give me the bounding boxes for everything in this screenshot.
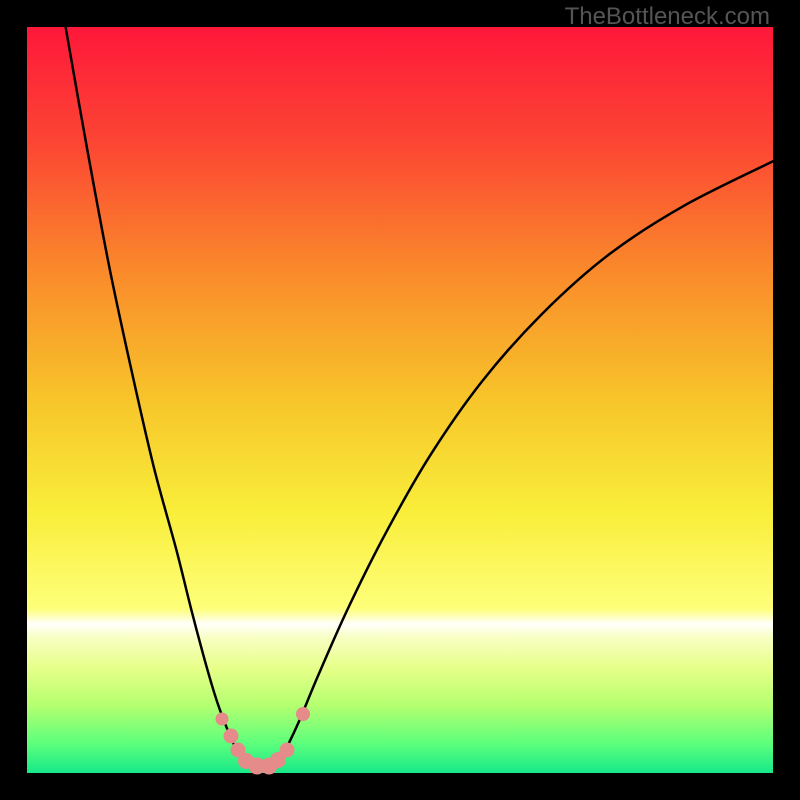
marker-dot: [296, 707, 310, 721]
chart-frame: TheBottleneck.com: [0, 0, 800, 800]
marker-dot: [279, 742, 294, 757]
v-curve: [27, 27, 773, 773]
plot-area: [27, 27, 773, 773]
watermark-text: TheBottleneck.com: [565, 3, 770, 31]
curve-path: [64, 20, 773, 769]
marker-dot: [216, 713, 229, 726]
